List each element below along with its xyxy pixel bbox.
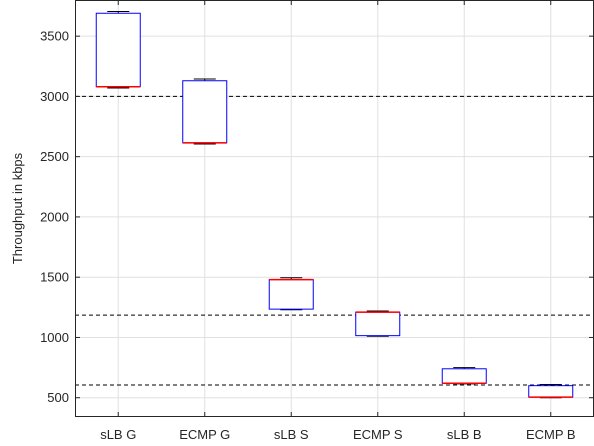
reference-lines (75, 95, 594, 386)
x-tick-label: sLB S (274, 427, 309, 442)
x-tick-label: ECMP B (526, 427, 576, 442)
box (182, 80, 228, 144)
x-tick-label: sLB B (447, 427, 482, 442)
box (355, 311, 401, 337)
box-slb-g (95, 10, 141, 89)
x-tick-label: ECMP G (179, 427, 230, 442)
x-axis-ticks: sLB G ECMP G sLB S ECMP S sLB B ECMP B (100, 0, 576, 442)
x-tick-label: sLB G (100, 427, 136, 442)
box-slb-s (268, 277, 314, 311)
box-slb-b (441, 367, 487, 385)
y-tick-label: 1000 (40, 330, 69, 345)
y-tick-label: 3500 (40, 29, 69, 44)
plot-area-frame (75, 0, 594, 417)
y-tick-label: 3000 (40, 89, 69, 104)
box-ecmp-g (182, 78, 228, 145)
boxes (95, 10, 574, 399)
y-tick-label: 2000 (40, 209, 69, 224)
y-tick-label: 500 (47, 390, 69, 405)
box (441, 368, 487, 384)
box-ecmp-b (528, 383, 574, 399)
grid-lines (75, 0, 594, 417)
box (528, 385, 574, 398)
y-tick-label: 1500 (40, 270, 69, 285)
y-axis-ticks: 500 1000 1500 2000 2500 3000 3500 (40, 29, 594, 405)
box (268, 279, 314, 310)
y-axis-label: Throughput in kbps (10, 152, 25, 264)
x-tick-label: ECMP S (353, 427, 403, 442)
y-tick-label: 2500 (40, 149, 69, 164)
box-ecmp-s (355, 310, 401, 337)
box (95, 12, 141, 88)
